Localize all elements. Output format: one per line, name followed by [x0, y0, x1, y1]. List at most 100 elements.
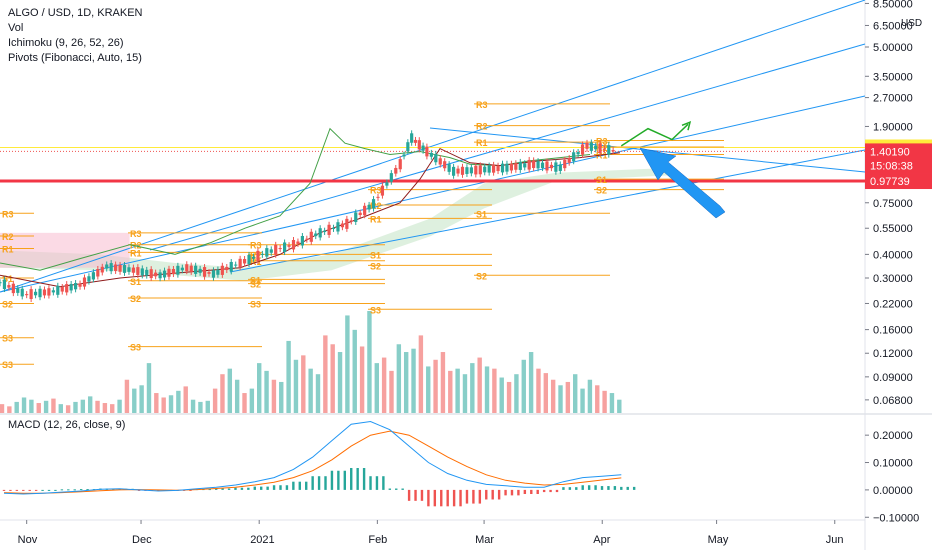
- price-tick-label: 0.75000: [873, 198, 913, 210]
- volume-bar: [499, 377, 504, 413]
- macd-histogram-bar: [452, 489, 456, 507]
- macd-histogram-bar: [47, 489, 51, 491]
- macd-signal-line: [3, 430, 622, 494]
- volume-bar: [455, 368, 460, 413]
- macd-histogram-bar: [369, 476, 372, 490]
- candle-body: [0, 282, 2, 284]
- volume-bar: [286, 340, 291, 413]
- last-price-label: 1.40190: [870, 146, 910, 158]
- pivot-label: R2: [370, 201, 382, 211]
- candle-body: [478, 165, 482, 175]
- price-tick-label: 0.09000: [873, 372, 913, 384]
- candle-body: [602, 148, 607, 150]
- volume-bar: [381, 357, 387, 413]
- macd-histogram-bar: [607, 486, 610, 490]
- candle-body: [527, 159, 531, 170]
- candle-body: [211, 270, 216, 278]
- pivots-label[interactable]: Pivots (Fibonacci, Auto, 15): [8, 52, 142, 64]
- candle-body: [60, 286, 64, 292]
- candle-body: [487, 165, 491, 173]
- candle-body: [469, 167, 473, 174]
- macd-histogram-bar: [214, 488, 218, 490]
- ichimoku-label[interactable]: Ichimoku (9, 26, 52, 26): [8, 37, 124, 49]
- candle-body: [558, 164, 562, 171]
- pivot-label: S1: [596, 175, 607, 185]
- pivot-label: S1: [476, 209, 487, 219]
- volume-bar: [558, 385, 563, 413]
- pivot-label: S2: [596, 186, 607, 196]
- macd-histogram-bar: [465, 489, 469, 504]
- candle-body: [580, 144, 585, 155]
- candle-body: [429, 152, 433, 157]
- macd-histogram-bar: [562, 487, 565, 490]
- candle-body: [7, 285, 11, 288]
- candle-body: [460, 166, 465, 175]
- macd-histogram-bar: [491, 489, 494, 500]
- volume-bar: [323, 335, 328, 413]
- volume-bar: [470, 363, 475, 413]
- macd-histogram-bar: [240, 487, 244, 490]
- candle-body: [29, 289, 33, 300]
- macd-histogram-bar: [337, 470, 340, 490]
- volume-bar: [411, 348, 416, 413]
- candle-body: [523, 163, 527, 168]
- volume-bar: [543, 373, 549, 413]
- macd-histogram-bar: [600, 486, 604, 490]
- macd-histogram-bar: [234, 487, 237, 490]
- candle-body: [180, 267, 184, 271]
- volume-bar: [58, 404, 63, 413]
- macd-histogram-bar: [555, 489, 559, 493]
- candle-body: [509, 163, 513, 171]
- macd-histogram-bar: [343, 470, 347, 490]
- macd-histogram-bar: [356, 468, 359, 490]
- last-price-label-bg: [865, 143, 932, 174]
- candle-body: [421, 145, 425, 151]
- candle-body: [434, 153, 438, 163]
- macd-histogram-bar: [632, 486, 636, 490]
- volume-bar: [110, 404, 115, 413]
- macd-histogram-bar: [427, 489, 430, 507]
- candle-body: [327, 224, 331, 235]
- macd-tick-label: 0.20000: [873, 430, 913, 442]
- macd-histogram-bar: [388, 488, 392, 490]
- trend-line-0: [0, 0, 866, 293]
- candle-body: [300, 235, 304, 246]
- time-tick-label: May: [708, 534, 729, 546]
- vol-label[interactable]: Vol: [8, 22, 24, 34]
- macd-label[interactable]: MACD (12, 26, close, 9): [8, 419, 126, 431]
- candle-body: [2, 279, 7, 290]
- candle-body: [385, 182, 389, 186]
- candle-body: [33, 291, 38, 296]
- candle-body: [345, 218, 349, 229]
- macd-histogram-bar: [208, 489, 211, 491]
- candle-body: [149, 269, 153, 279]
- pivot-label: R1: [2, 244, 14, 254]
- volume-bar: [132, 388, 137, 413]
- candle-body: [371, 199, 376, 209]
- volume-bar: [95, 400, 100, 413]
- macd-histogram-bar: [459, 489, 462, 507]
- volume-bar: [242, 393, 247, 413]
- volume-bar: [220, 374, 225, 413]
- candle-body: [162, 270, 167, 278]
- candle-body: [109, 263, 113, 272]
- volume-bar: [212, 388, 218, 413]
- macd-histogram-bar: [227, 488, 231, 490]
- candle-body: [202, 267, 207, 277]
- time-tick-label: Jun: [826, 534, 844, 546]
- price-tick-label: 2.70000: [873, 93, 913, 105]
- candle-body: [465, 167, 469, 174]
- candle-body: [131, 267, 136, 273]
- candle-body: [91, 272, 95, 280]
- macd-histogram-bar: [60, 489, 64, 491]
- candle-body: [567, 158, 571, 163]
- candle-body: [207, 272, 211, 274]
- macd-histogram-bar: [587, 485, 591, 490]
- candle-body: [220, 265, 224, 275]
- symbol-title[interactable]: ALGO / USD, 1D, KRAKEN: [8, 7, 143, 19]
- pivot-label: R3: [476, 100, 488, 110]
- trend-line-1: [0, 95, 866, 293]
- candle-body: [518, 161, 522, 170]
- candle-body: [474, 165, 478, 175]
